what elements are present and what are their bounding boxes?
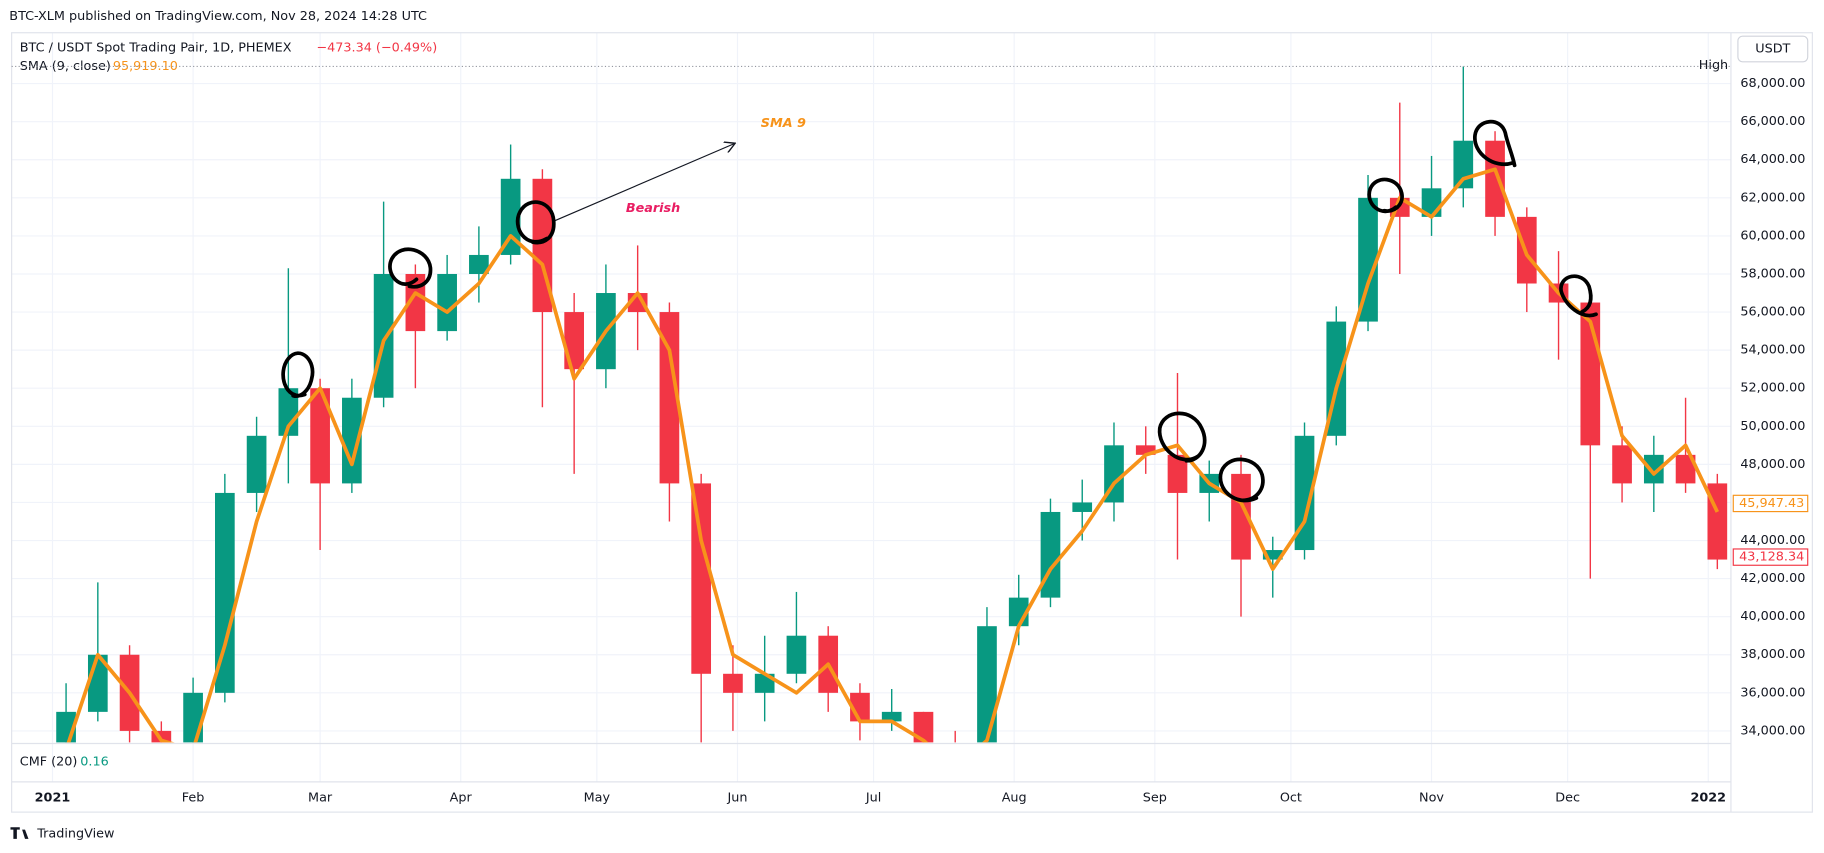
circle — [281, 351, 315, 398]
candle-body — [1643, 454, 1664, 484]
candle-body — [977, 626, 997, 743]
x-tick-label: Dec — [1555, 791, 1580, 806]
y-tick-label: 54,000.00 — [1740, 343, 1805, 358]
price-tag-label: 43,128.34 — [1739, 550, 1804, 565]
y-tick-label: 58,000.00 — [1740, 266, 1805, 281]
annotations: SMA 9 Bearish — [281, 116, 1598, 503]
candle-body — [913, 711, 934, 743]
x-tick-label: Jul — [865, 791, 881, 806]
candle-body — [691, 483, 712, 674]
candle-body — [215, 492, 235, 693]
circle — [1473, 119, 1517, 168]
candle-body — [1358, 197, 1378, 322]
circle — [515, 200, 556, 245]
candle-body — [1231, 473, 1251, 560]
x-tick-label: Feb — [182, 791, 205, 806]
x-tick-label: Mar — [308, 791, 333, 806]
circle — [388, 247, 433, 289]
y-tick-label: 34,000.00 — [1740, 723, 1805, 738]
circle — [1367, 177, 1404, 214]
y-tick-label: 42,000.00 — [1740, 571, 1805, 586]
indicator-value: 0.16 — [80, 755, 108, 770]
candle-body — [437, 273, 457, 332]
currency-button[interactable] — [1737, 35, 1809, 63]
change: −473.34 (−0.49%) — [316, 40, 437, 55]
price-tag-label: 45,947.43 — [1739, 496, 1804, 511]
price-tag — [1732, 548, 1809, 566]
tv-logo — [10, 827, 29, 839]
circle — [1218, 457, 1265, 503]
y-tick-label: 44,000.00 — [1740, 533, 1805, 548]
indicator-name: CMF (20) — [20, 755, 78, 770]
price-tag — [1732, 494, 1809, 513]
candle-body — [786, 635, 807, 674]
x-tick-label: Jun — [726, 791, 747, 806]
y-tick-label: 38,000.00 — [1740, 647, 1805, 662]
x-tick-label: May — [584, 791, 611, 806]
candle-body — [469, 254, 489, 274]
y-tick-label: 66,000.00 — [1740, 114, 1805, 129]
circle — [1157, 411, 1207, 463]
candle-body — [151, 730, 172, 743]
currency[interactable]: USDT — [1755, 42, 1790, 57]
candle-body — [1262, 550, 1283, 560]
y-tick-label: 64,000.00 — [1740, 152, 1805, 167]
candle-body — [56, 711, 76, 743]
candle-body — [1167, 454, 1188, 493]
candle-body — [659, 312, 680, 484]
candle-body — [1485, 140, 1505, 217]
candle-body — [342, 397, 362, 484]
grid — [11, 32, 1731, 782]
y-tick-label: 40,000.00 — [1740, 609, 1805, 624]
sma-line — [66, 167, 1720, 743]
y-tick-label: 50,000.00 — [1740, 419, 1805, 434]
x-tick-label: 2021 — [35, 791, 71, 806]
candle-body — [500, 178, 521, 255]
arrow — [553, 143, 735, 222]
y-tick-label: 52,000.00 — [1740, 381, 1805, 396]
candle-body — [278, 388, 299, 436]
y-tick-label: 60,000.00 — [1740, 228, 1805, 243]
candle-body — [246, 435, 267, 493]
x-tick-label: 2022 — [1690, 791, 1726, 806]
candle-body — [1072, 502, 1093, 512]
symbol: BTC / USDT Spot Trading Pair, 1D, PHEMEX — [20, 40, 292, 55]
x-tick-label: Aug — [1002, 791, 1027, 806]
sma-legend: SMA (9, close) — [20, 59, 111, 74]
x-tick-label: Nov — [1419, 791, 1444, 806]
y-tick-label: 68,000.00 — [1740, 76, 1805, 91]
candle-body — [1135, 445, 1156, 455]
candle-body — [1675, 454, 1696, 484]
candle-body — [1612, 445, 1632, 484]
published: BTC-XLM published on TradingView.com, No… — [9, 9, 427, 24]
frame — [11, 32, 1813, 813]
candle-body — [373, 273, 394, 398]
footer: TradingView — [36, 827, 114, 842]
y-tick-label: 56,000.00 — [1740, 305, 1805, 320]
candle-body — [723, 673, 743, 693]
candle-body — [881, 711, 902, 722]
sma-annotation: SMA 9 — [761, 116, 806, 131]
candle-body — [310, 388, 330, 484]
price-pane — [56, 66, 1728, 743]
y-tick-label: 48,000.00 — [1740, 457, 1805, 472]
bearish-annotation: Bearish — [626, 201, 680, 216]
y-tick-label: 62,000.00 — [1740, 190, 1805, 205]
y-tick-label: 36,000.00 — [1740, 685, 1805, 700]
high-label: High — [1699, 58, 1728, 73]
x-tick-label: Apr — [450, 791, 473, 806]
x-tick-label: Oct — [1280, 791, 1302, 806]
candle-body — [1294, 435, 1315, 551]
circle — [1559, 274, 1598, 318]
x-tick-label: Sep — [1143, 791, 1167, 806]
